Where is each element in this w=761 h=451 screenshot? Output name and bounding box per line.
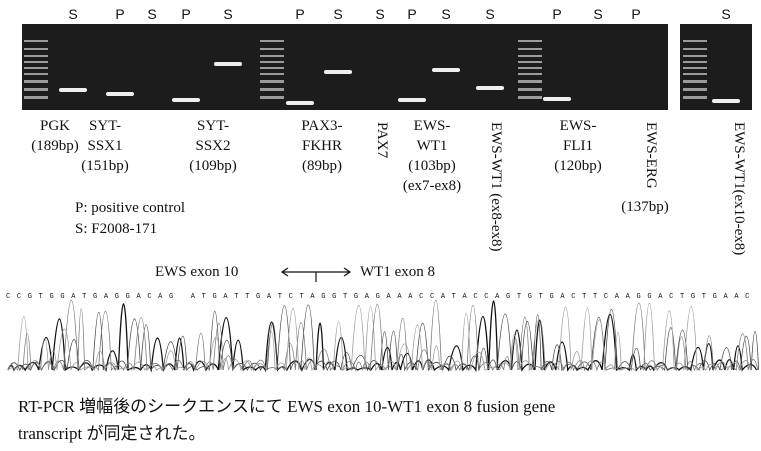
- ladder-band: [518, 67, 542, 69]
- ladder-band: [24, 48, 48, 50]
- product-label: EWS-ERG: [643, 122, 659, 189]
- sequence-bases: CCGTGGATGAGGACAG ATGATTGATCTAGGTGAGAAACC…: [6, 293, 751, 301]
- ladder-band: [518, 96, 542, 99]
- product-size: (109bp): [189, 158, 237, 174]
- ladder-band: [260, 48, 284, 50]
- gel-band: [324, 70, 352, 74]
- gel-band: [432, 68, 460, 72]
- gel-band: [106, 92, 134, 96]
- lane-label: P: [181, 6, 190, 22]
- figure: S P S P S P S S P S S P S P S PGK (189bp) SYT- SSX1 (151bp)…: [0, 0, 761, 451]
- product-label: EWS-WT1 (ex8-ex8): [488, 122, 504, 252]
- ladder-band: [24, 88, 48, 91]
- gel-band: [172, 98, 200, 102]
- ladder-band: [24, 67, 48, 69]
- junction-arrow: [282, 268, 350, 282]
- ladder-band: [24, 61, 48, 63]
- gel-panel: [22, 24, 668, 110]
- ladder-band: [518, 40, 542, 42]
- ladder-band: [518, 80, 542, 83]
- ladder-band: [518, 61, 542, 63]
- ladder-band: [683, 61, 707, 63]
- lane-label: P: [631, 6, 640, 22]
- gel-band: [59, 88, 87, 92]
- exon-label: EWS exon 10: [155, 264, 238, 280]
- product-label: EWS-: [414, 118, 451, 134]
- product-size: (137bp): [621, 199, 669, 215]
- ladder-band: [24, 96, 48, 99]
- product-size: (103bp): [408, 158, 456, 174]
- ladder-band: [260, 67, 284, 69]
- product-size: (120bp): [554, 158, 602, 174]
- product-label: EWS-: [560, 118, 597, 134]
- gel-band: [286, 101, 314, 105]
- ladder-band: [518, 48, 542, 50]
- product-size: (ex7-ex8): [403, 178, 461, 194]
- lane-label: S: [593, 6, 602, 22]
- ladder-band: [683, 80, 707, 83]
- ladder-band: [24, 73, 48, 75]
- product-label: EWS-WT1(ex10-ex8): [731, 122, 747, 255]
- product-size: (89bp): [302, 158, 342, 174]
- product-label: PAX7: [374, 122, 390, 159]
- ladder-band: [260, 73, 284, 75]
- product-label: SYT-: [89, 118, 121, 134]
- lane-label: S: [721, 6, 730, 22]
- ladder-band: [260, 55, 284, 57]
- ladder-band: [518, 88, 542, 91]
- product-size: WT1: [417, 138, 448, 154]
- product-size: FLI1: [563, 138, 593, 154]
- ladder-band: [683, 48, 707, 50]
- lane-label: P: [552, 6, 561, 22]
- caption-line: transcript が同定された。: [18, 424, 205, 443]
- lane-label: S: [375, 6, 384, 22]
- ladder-band: [683, 96, 707, 99]
- ladder-band: [260, 40, 284, 42]
- legend-item: S: F2008-171: [75, 221, 157, 237]
- product-size: SSX2: [195, 138, 230, 154]
- gel-band: [476, 86, 504, 90]
- lane-label: S: [68, 6, 77, 22]
- lane-label: P: [295, 6, 304, 22]
- caption-line: RT-PCR 増幅後のシークエンスにて EWS exon 10-WT1 exon…: [18, 397, 555, 416]
- ladder-band: [683, 88, 707, 91]
- gel-band: [712, 99, 740, 103]
- lane-label: S: [441, 6, 450, 22]
- ladder-band: [518, 55, 542, 57]
- product-size: (189bp): [31, 138, 79, 154]
- ladder-band: [518, 73, 542, 75]
- ladder-band: [683, 73, 707, 75]
- exon-label: WT1 exon 8: [360, 264, 435, 280]
- ladder-band: [24, 80, 48, 83]
- lane-label: P: [115, 6, 124, 22]
- ladder-band: [260, 88, 284, 91]
- gel-band: [543, 97, 571, 101]
- ladder-band: [260, 80, 284, 83]
- product-label: PAX3-: [301, 118, 342, 134]
- ladder-band: [683, 55, 707, 57]
- lane-label: P: [407, 6, 416, 22]
- product-label: PGK: [40, 118, 70, 134]
- lane-label: S: [485, 6, 494, 22]
- ladder-band: [683, 67, 707, 69]
- lane-label: S: [333, 6, 342, 22]
- product-size: SSX1: [87, 138, 122, 154]
- ladder-band: [24, 40, 48, 42]
- lane-label: S: [147, 6, 156, 22]
- product-size: (151bp): [81, 158, 129, 174]
- legend-item: P: positive control: [75, 200, 185, 216]
- gel-band: [398, 98, 426, 102]
- lane-label: S: [223, 6, 232, 22]
- ladder-band: [260, 61, 284, 63]
- product-label: SYT-: [197, 118, 229, 134]
- gel-band: [214, 62, 242, 66]
- ladder-band: [683, 40, 707, 42]
- ladder-band: [24, 55, 48, 57]
- ladder-band: [260, 96, 284, 99]
- product-size: FKHR: [302, 138, 342, 154]
